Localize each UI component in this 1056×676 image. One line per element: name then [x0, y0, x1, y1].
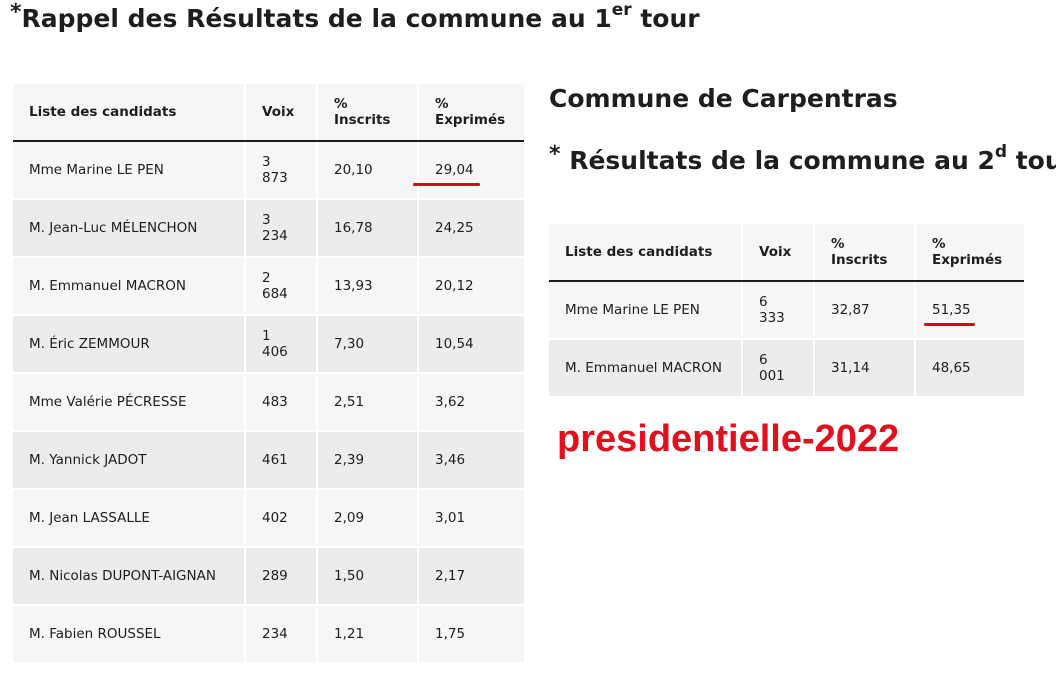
registered-pct: 2,39 [316, 430, 418, 489]
asterisk: * [549, 142, 561, 167]
header-expressed-pct: % Exprimés [914, 224, 1024, 282]
candidate-name: M. Jean LASSALLE [13, 488, 245, 547]
votes: 289 [244, 546, 317, 605]
candidate-name: M. Emmanuel MACRON [549, 338, 742, 396]
candidate-name: Mme Marine LE PEN [549, 280, 742, 339]
header-registered-pct: % Inscrits [813, 224, 915, 282]
table-row: M. Yannick JADOT 461 2,39 3,46 [13, 430, 524, 489]
table-row: M. Emmanuel MACRON 2 684 13,93 20,12 [13, 256, 524, 315]
registered-pct: 32,87 [813, 280, 915, 339]
registered-pct: 1,21 [316, 604, 418, 662]
candidate-name: M. Emmanuel MACRON [13, 256, 245, 315]
votes: 234 [244, 604, 317, 662]
expressed-pct: 29,04 [413, 140, 524, 199]
votes: 483 [244, 372, 317, 431]
votes: 3 873 [244, 140, 317, 199]
votes: 402 [244, 488, 317, 547]
votes: 2 684 [244, 256, 317, 315]
table-row: Mme Valérie PÉCRESSE 483 2,51 3,62 [13, 372, 524, 431]
expressed-pct: 24,25 [417, 198, 524, 257]
registered-pct: 13,93 [316, 256, 418, 315]
expressed-pct: 48,65 [914, 338, 1024, 396]
registered-pct: 1,50 [316, 546, 418, 605]
expressed-pct: 2,17 [417, 546, 524, 605]
table-row: Mme Marine LE PEN 6 333 32,87 51,35 [549, 280, 1024, 339]
red-underline [924, 323, 975, 326]
expressed-pct: 3,01 [417, 488, 524, 547]
header-votes: Voix [244, 84, 317, 142]
expressed-pct: 10,54 [417, 314, 524, 373]
table-row: M. Emmanuel MACRON 6 001 31,14 48,65 [549, 338, 1024, 396]
table-row: M. Fabien ROUSSEL 234 1,21 1,75 [13, 604, 524, 662]
table-row: M. Éric ZEMMOUR 1 406 7,30 10,54 [13, 314, 524, 373]
header-registered-pct: % Inscrits [316, 84, 418, 142]
second-round-title: * Résultats de la commune au 2d tour [549, 142, 1056, 175]
votes: 6 333 [741, 280, 814, 339]
table-row: M. Nicolas DUPONT-AIGNAN 289 1,50 2,17 [13, 546, 524, 605]
header-candidates: Liste des candidats [13, 84, 245, 142]
second-round-results-table: Liste des candidats Voix % Inscrits % Ex… [549, 224, 1024, 396]
votes: 6 001 [741, 338, 814, 396]
table-row: Mme Marine LE PEN 3 873 20,10 29,04 [13, 140, 524, 199]
registered-pct: 31,14 [813, 338, 915, 396]
candidate-name: M. Nicolas DUPONT-AIGNAN [13, 546, 245, 605]
registered-pct: 16,78 [316, 198, 418, 257]
table-header-row: Liste des candidats Voix % Inscrits % Ex… [13, 84, 524, 142]
expressed-pct: 20,12 [417, 256, 524, 315]
commune-title: Commune de Carpentras [549, 84, 898, 113]
header-votes: Voix [741, 224, 814, 282]
votes: 461 [244, 430, 317, 489]
expressed-pct: 1,75 [417, 604, 524, 662]
votes: 1 406 [244, 314, 317, 373]
registered-pct: 7,30 [316, 314, 418, 373]
candidate-name: Mme Marine LE PEN [13, 140, 245, 199]
first-round-title: *Rappel des Résultats de la commune au 1… [10, 0, 700, 33]
expressed-pct: 3,46 [417, 430, 524, 489]
candidate-name: Mme Valérie PÉCRESSE [13, 372, 245, 431]
asterisk: * [10, 0, 22, 25]
table-row: M. Jean LASSALLE 402 2,09 3,01 [13, 488, 524, 547]
candidate-name: M. Éric ZEMMOUR [13, 314, 245, 373]
candidate-name: M. Yannick JADOT [13, 430, 245, 489]
registered-pct: 2,09 [316, 488, 418, 547]
candidate-name: M. Fabien ROUSSEL [13, 604, 245, 662]
registered-pct: 2,51 [316, 372, 418, 431]
header-candidates: Liste des candidats [549, 224, 742, 282]
election-stamp-text: presidentielle-2022 [557, 418, 900, 460]
expressed-pct: 3,62 [417, 372, 524, 431]
registered-pct: 20,10 [316, 140, 418, 199]
first-round-results-table: Liste des candidats Voix % Inscrits % Ex… [13, 84, 524, 662]
expressed-pct: 51,35 [914, 280, 1024, 339]
header-expressed-pct: % Exprimés [417, 84, 524, 142]
table-row: M. Jean-Luc MÉLENCHON 3 234 16,78 24,25 [13, 198, 524, 257]
votes: 3 234 [244, 198, 317, 257]
candidate-name: M. Jean-Luc MÉLENCHON [13, 198, 245, 257]
red-underline [413, 183, 480, 186]
table-header-row: Liste des candidats Voix % Inscrits % Ex… [549, 224, 1024, 282]
